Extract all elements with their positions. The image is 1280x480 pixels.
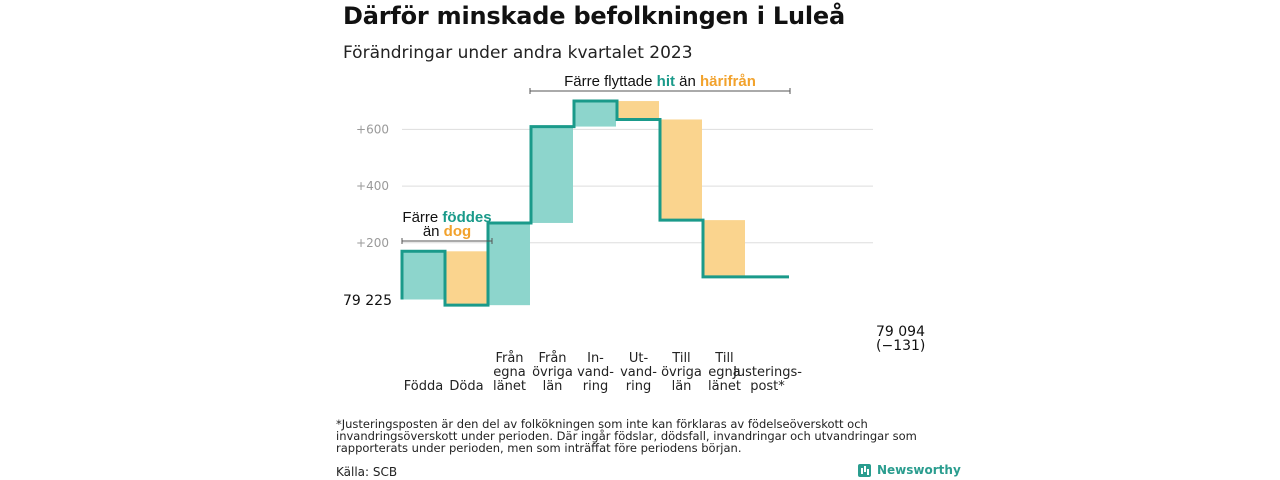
births-annotation-highlight-orange: dog [444,223,472,240]
category-label: Från [538,351,566,366]
category-label: övriga [532,365,573,380]
brand-logo[interactable]: Newsworthy [858,463,961,477]
category-label: Till [671,351,690,366]
migration-annotation-bracket [529,88,791,94]
waterfall-bar [446,251,487,306]
y-tick-label: +400 [356,179,389,193]
category-label: egna [493,365,525,380]
migration-annotation: Färre flyttade hit än härifrån [564,73,756,90]
migration-annotation-prefix: Färre flyttade [564,73,657,90]
category-labels-layer: Födda DödaFrånegnalänetFrånövrigalänIn-va… [404,351,802,394]
waterfall-chart: +200+400+600 Födda DödaFrånegnalänetFrånö… [343,73,925,394]
category-label: Till [714,351,733,366]
end-change-label: (−131) [876,338,925,354]
grid-layer: +200 +400 +600 [356,122,873,250]
end-value-label: 79 094 [876,324,925,340]
category-label: In- [587,351,604,366]
category-label: övriga [661,365,702,380]
category-label: ring [626,379,651,394]
chart-title: Därför minskade befolkningen i Luleå [343,2,845,30]
start-value-label: 79 225 [343,293,392,309]
category-label: länet [493,379,526,394]
births-annotation-line1: Färre föddes [402,209,491,226]
step-line-layer [400,99,789,307]
category-label: Justerings- [732,365,802,380]
bars-layer [403,101,745,306]
waterfall-bar [489,222,530,306]
births-annotation-line2-prefix: än [423,223,444,240]
waterfall-step-line [400,99,789,307]
waterfall-bar [403,251,444,300]
waterfall-bar [661,119,702,221]
footnote: *Justeringsposten är den del av folkökni… [336,417,917,455]
waterfall-bar [618,101,659,120]
category-label: länet [708,379,741,394]
bar-chart-icon [858,463,871,477]
migration-annotation-highlight-teal: hit [657,73,675,90]
waterfall-bar [575,101,616,127]
y-tick-label: +200 [356,236,389,250]
category-label: Födda [404,379,443,394]
births-annotation-prefix: Färre [402,209,442,226]
category-label: ring [583,379,608,394]
category-label: Ut- [629,351,649,366]
category-label: län [543,379,563,394]
category-label: post* [750,379,785,394]
waterfall-bar [704,220,745,277]
migration-annotation-mid: än [675,73,700,90]
births-annotation-highlight-teal: föddes [442,209,491,226]
brand-name: Newsworthy [877,463,961,477]
migration-annotation-highlight-orange: härifrån [700,73,756,90]
category-label: Döda [449,379,483,394]
waterfall-bar [532,126,573,223]
category-label: egna [708,365,740,380]
category-label: vand- [620,365,657,380]
births-annotation-line2: än dog [423,223,471,240]
births-annotation-bracket [401,238,493,244]
y-tick-label: +600 [356,122,389,136]
category-label: Från [495,351,523,366]
source-label: Källa: SCB [336,465,398,479]
category-label: vand- [577,365,614,380]
category-label: län [672,379,692,394]
chart-subtitle: Förändringar under andra kvartalet 2023 [343,43,693,63]
